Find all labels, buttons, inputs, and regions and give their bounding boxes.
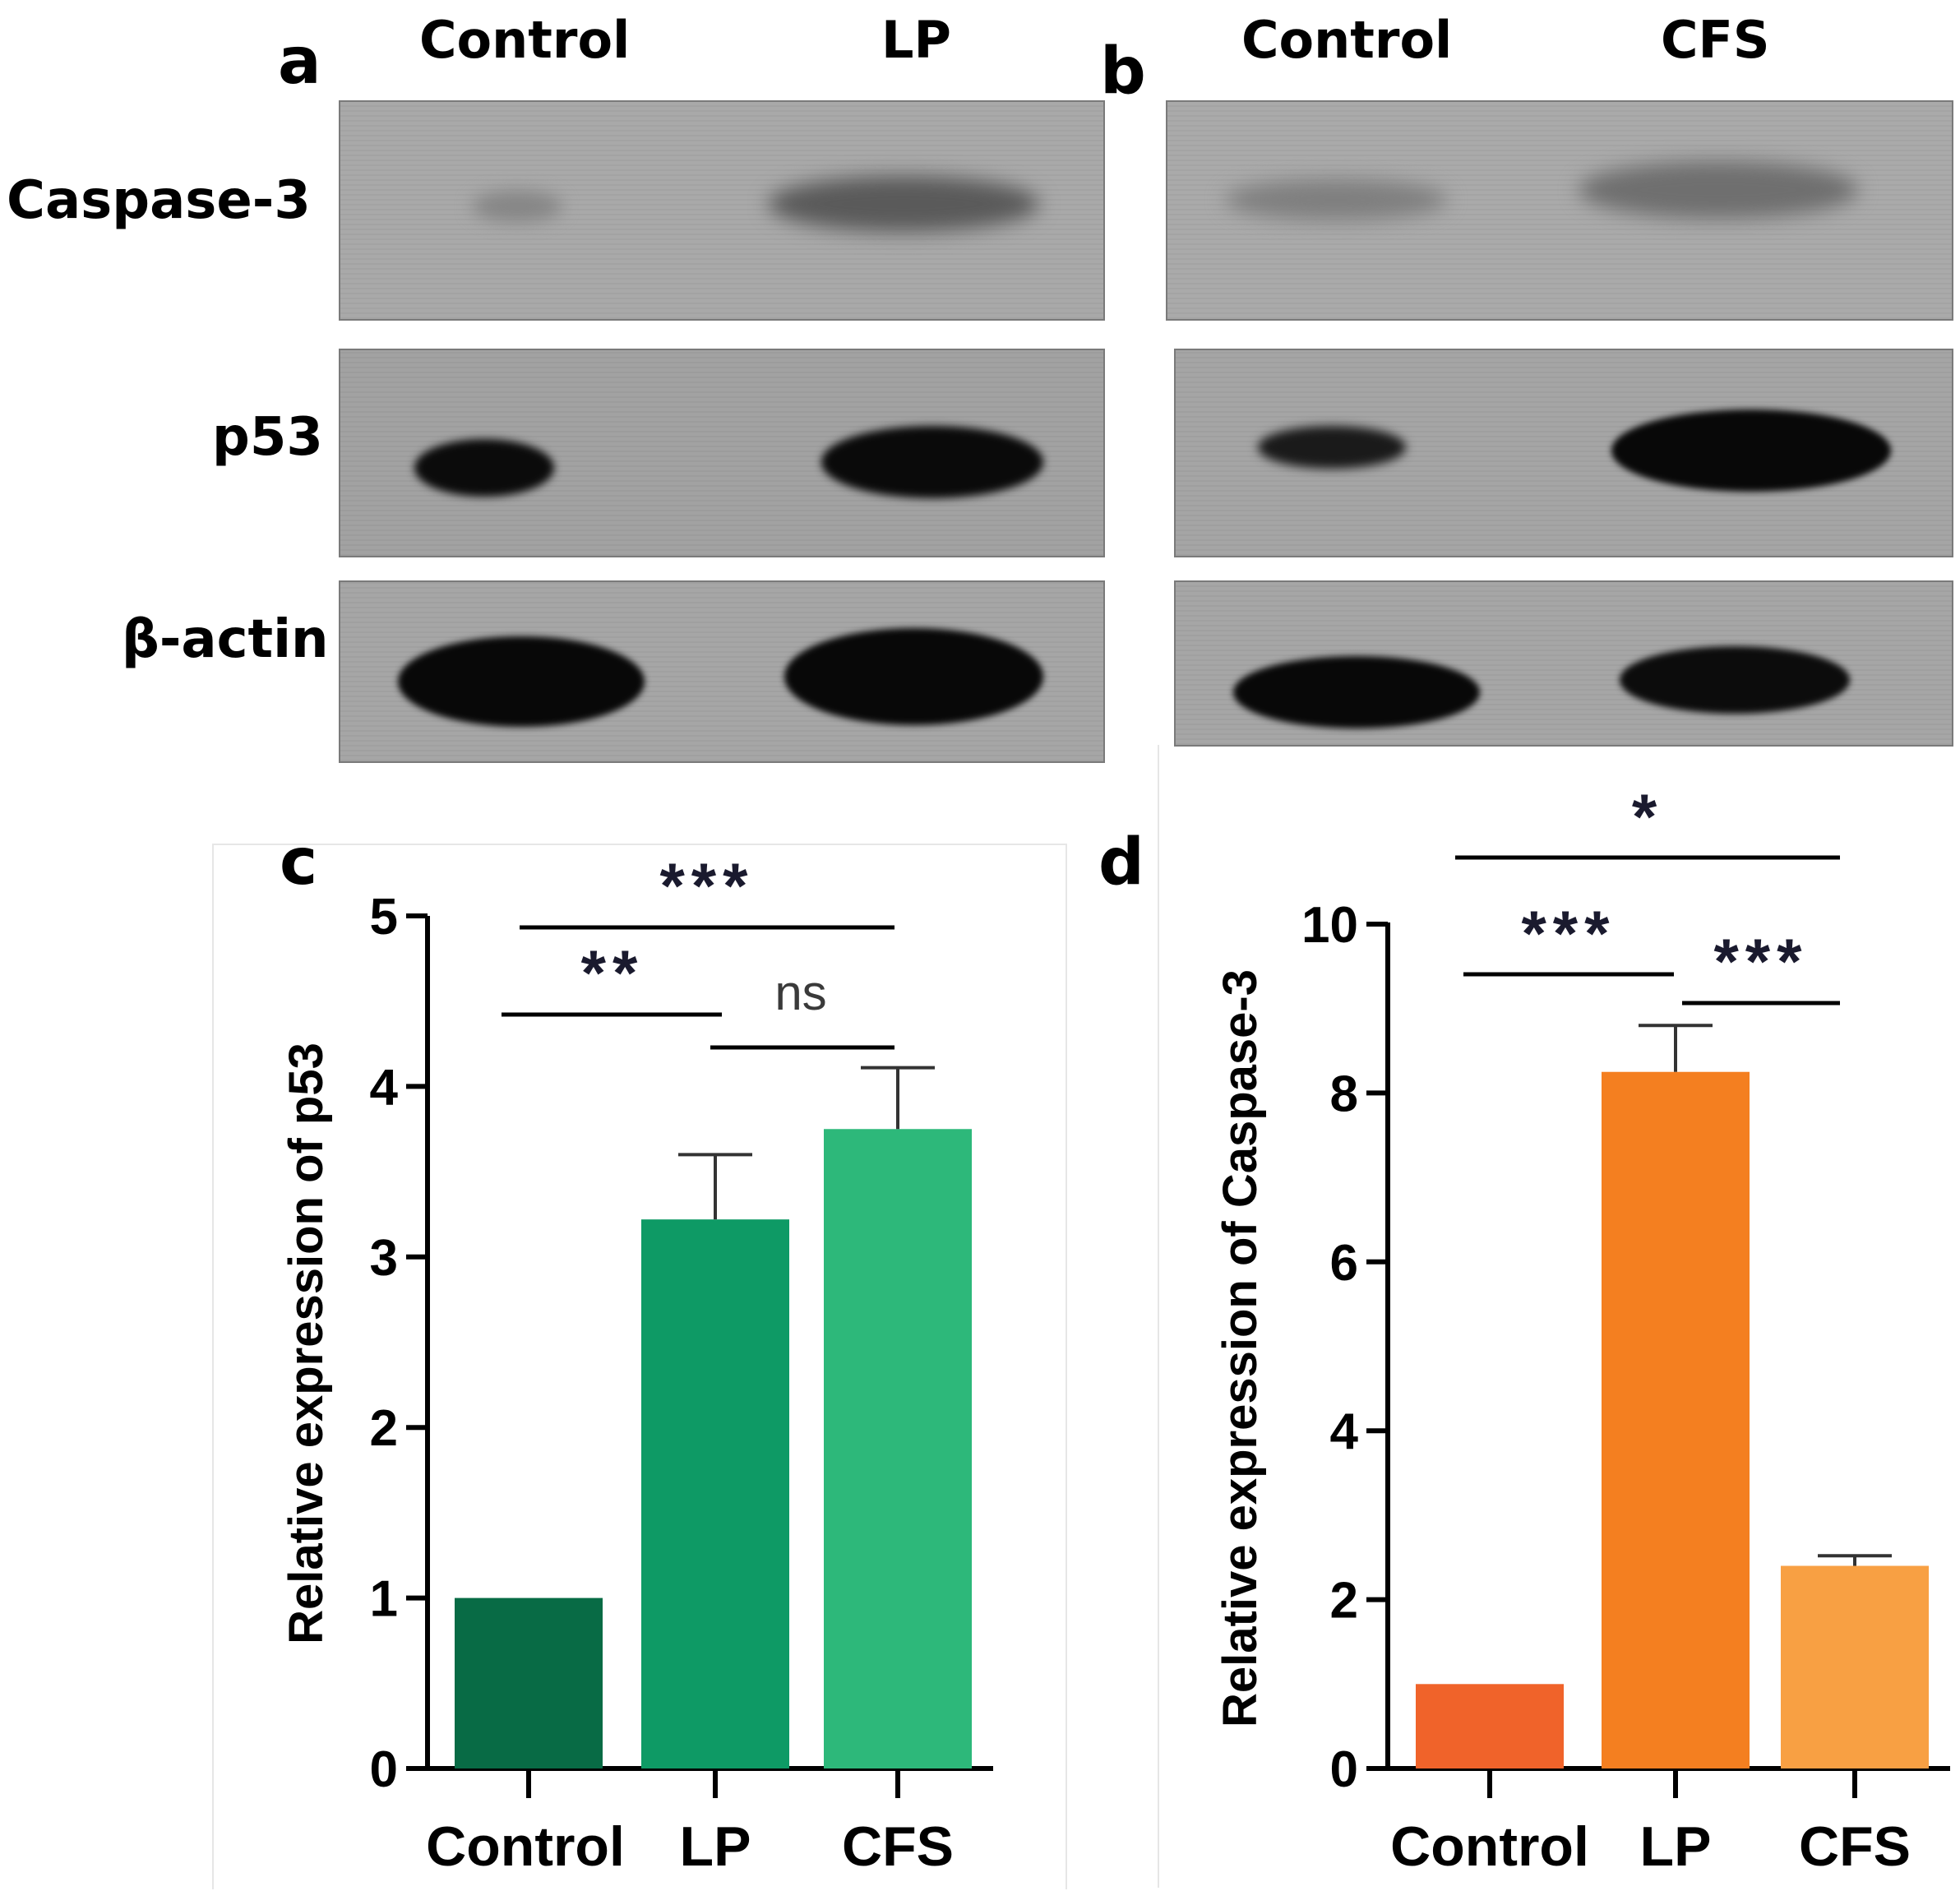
x-tick-label: LP xyxy=(680,1815,751,1878)
band-b-actin-cfs xyxy=(1620,646,1850,714)
lane-label-b-control: Control xyxy=(1241,10,1453,70)
band-a-p53-control xyxy=(414,439,554,497)
blot-b-beta-actin xyxy=(1174,580,1953,747)
y-axis-label: Relative expression of p53 xyxy=(280,1043,333,1644)
bar-control xyxy=(1416,1684,1564,1768)
y-tick-label: 6 xyxy=(1330,1235,1358,1292)
significance-label: ns xyxy=(774,965,826,1020)
band-b-caspase-control xyxy=(1225,179,1447,220)
significance-label: * xyxy=(1632,780,1663,853)
chart-d-frame xyxy=(1158,745,1957,1888)
blot-a-p53 xyxy=(339,349,1105,557)
x-tick-label: LP xyxy=(1640,1815,1712,1878)
y-tick-label: 8 xyxy=(1330,1066,1358,1122)
y-tick-label: 2 xyxy=(370,1400,398,1457)
blot-a-caspase-3 xyxy=(339,100,1105,321)
x-tick-label: CFS xyxy=(842,1815,954,1878)
panel-label-b: b xyxy=(1100,35,1146,109)
y-tick-label: 5 xyxy=(370,889,398,946)
panel-label-a: a xyxy=(278,25,321,99)
x-tick-label: CFS xyxy=(1799,1815,1911,1878)
bar-lp xyxy=(1602,1071,1750,1768)
band-b-p53-cfs xyxy=(1611,409,1891,492)
lane-label-a-control: Control xyxy=(419,10,631,70)
significance-label: ** xyxy=(581,936,645,1009)
band-a-caspase-lp xyxy=(768,176,1039,232)
y-tick-label: 1 xyxy=(370,1571,398,1628)
chart-c-frame xyxy=(212,844,1067,1889)
y-axis-label: Relative expression of Caspase-3 xyxy=(1213,969,1267,1727)
panel-label-d: d xyxy=(1098,825,1144,899)
lane-label-a-lp: LP xyxy=(881,10,951,70)
y-tick-label: 3 xyxy=(370,1230,398,1287)
band-a-p53-lp xyxy=(821,426,1043,498)
band-b-p53-control xyxy=(1258,426,1406,469)
x-tick-label: Control xyxy=(426,1815,625,1878)
row-label-beta-actin: β-actin xyxy=(122,609,329,670)
y-tick-label: 4 xyxy=(1330,1403,1359,1460)
significance-label: *** xyxy=(1713,925,1808,997)
band-b-actin-control xyxy=(1233,656,1480,728)
y-tick-label: 2 xyxy=(1330,1573,1358,1630)
bar-cfs xyxy=(1781,1565,1929,1768)
significance-label: *** xyxy=(659,849,754,922)
row-label-caspase-3: Caspase-3 xyxy=(7,170,311,231)
blot-a-beta-actin xyxy=(339,580,1105,763)
blot-b-p53 xyxy=(1174,349,1953,557)
lane-label-b-cfs: CFS xyxy=(1661,10,1770,70)
blot-b-caspase-3 xyxy=(1166,100,1953,321)
band-b-caspase-cfs xyxy=(1579,161,1858,219)
x-tick-label: Control xyxy=(1390,1815,1589,1878)
row-label-p53: p53 xyxy=(212,407,323,468)
bar-cfs xyxy=(824,1129,972,1768)
y-tick-label: 10 xyxy=(1301,897,1358,954)
bar-control xyxy=(455,1597,603,1768)
bar-lp xyxy=(641,1219,789,1768)
band-a-actin-lp xyxy=(784,628,1043,725)
band-a-actin-control xyxy=(398,636,645,727)
y-tick-label: 4 xyxy=(370,1059,399,1116)
y-tick-label: 0 xyxy=(370,1741,398,1798)
panel-label-c: c xyxy=(280,825,318,899)
y-tick-label: 0 xyxy=(1330,1741,1358,1798)
significance-label: *** xyxy=(1521,897,1616,969)
band-a-caspase-control xyxy=(472,191,562,222)
